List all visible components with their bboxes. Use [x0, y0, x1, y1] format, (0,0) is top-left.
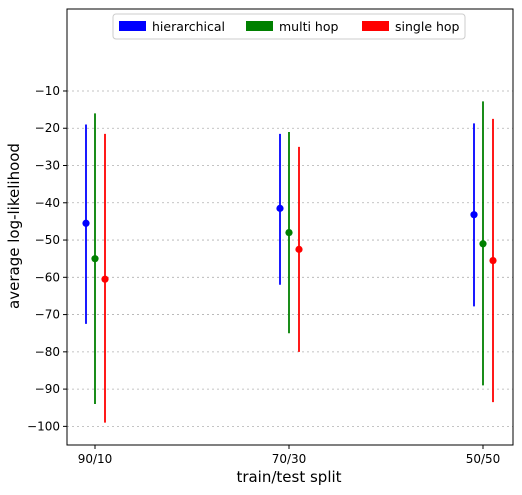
legend-label-single-hop: single hop	[395, 19, 460, 34]
x-tick-label-0: 90/10	[78, 452, 113, 466]
legend-swatch-single-hop	[362, 21, 389, 31]
y-tick-label-7: −30	[35, 159, 60, 173]
series-layer	[82, 101, 497, 423]
x-axis-label: train/test split	[236, 468, 341, 486]
legend: hierarchical multi hop single hop	[112, 13, 466, 40]
y-tick-label-4: −60	[35, 270, 60, 284]
y-tick-label-8: −20	[35, 121, 60, 135]
point-hierarchical-2	[470, 211, 478, 219]
point-single-hop-0	[101, 275, 109, 283]
point-hierarchical-1	[276, 204, 284, 212]
x-tick-label-1: 70/30	[272, 452, 307, 466]
y-tick-label-6: −40	[35, 196, 60, 210]
point-multi-hop-2	[479, 240, 487, 248]
x-tick-label-2: 50/50	[466, 452, 501, 466]
point-single-hop-1	[295, 245, 303, 253]
y-axis: −100 −90 −80 −70 −60 −50 −40 −30 −20 −10	[27, 84, 67, 433]
point-single-hop-2	[489, 256, 497, 265]
grid-layer	[67, 90, 513, 427]
y-tick-label-0: −100	[27, 419, 60, 433]
legend-swatch-multi-hop	[246, 21, 273, 31]
y-tick-label-2: −80	[35, 345, 60, 359]
y-axis-label: average log-likelihood	[5, 143, 23, 309]
legend-swatch-hierarchical	[119, 21, 146, 31]
point-multi-hop-0	[91, 255, 99, 263]
y-tick-label-9: −10	[35, 84, 60, 98]
legend-label-hierarchical: hierarchical	[152, 19, 225, 34]
point-hierarchical-0	[82, 219, 90, 227]
x-axis: 90/10 70/30 50/50	[78, 445, 501, 466]
y-tick-label-5: −50	[35, 233, 60, 247]
y-tick-label-3: −70	[35, 308, 60, 322]
y-tick-label-1: −90	[35, 382, 60, 396]
plot-frame	[66, 8, 514, 446]
legend-label-multi-hop: multi hop	[279, 19, 338, 34]
legend-box	[112, 13, 466, 40]
point-multi-hop-1	[285, 228, 293, 237]
